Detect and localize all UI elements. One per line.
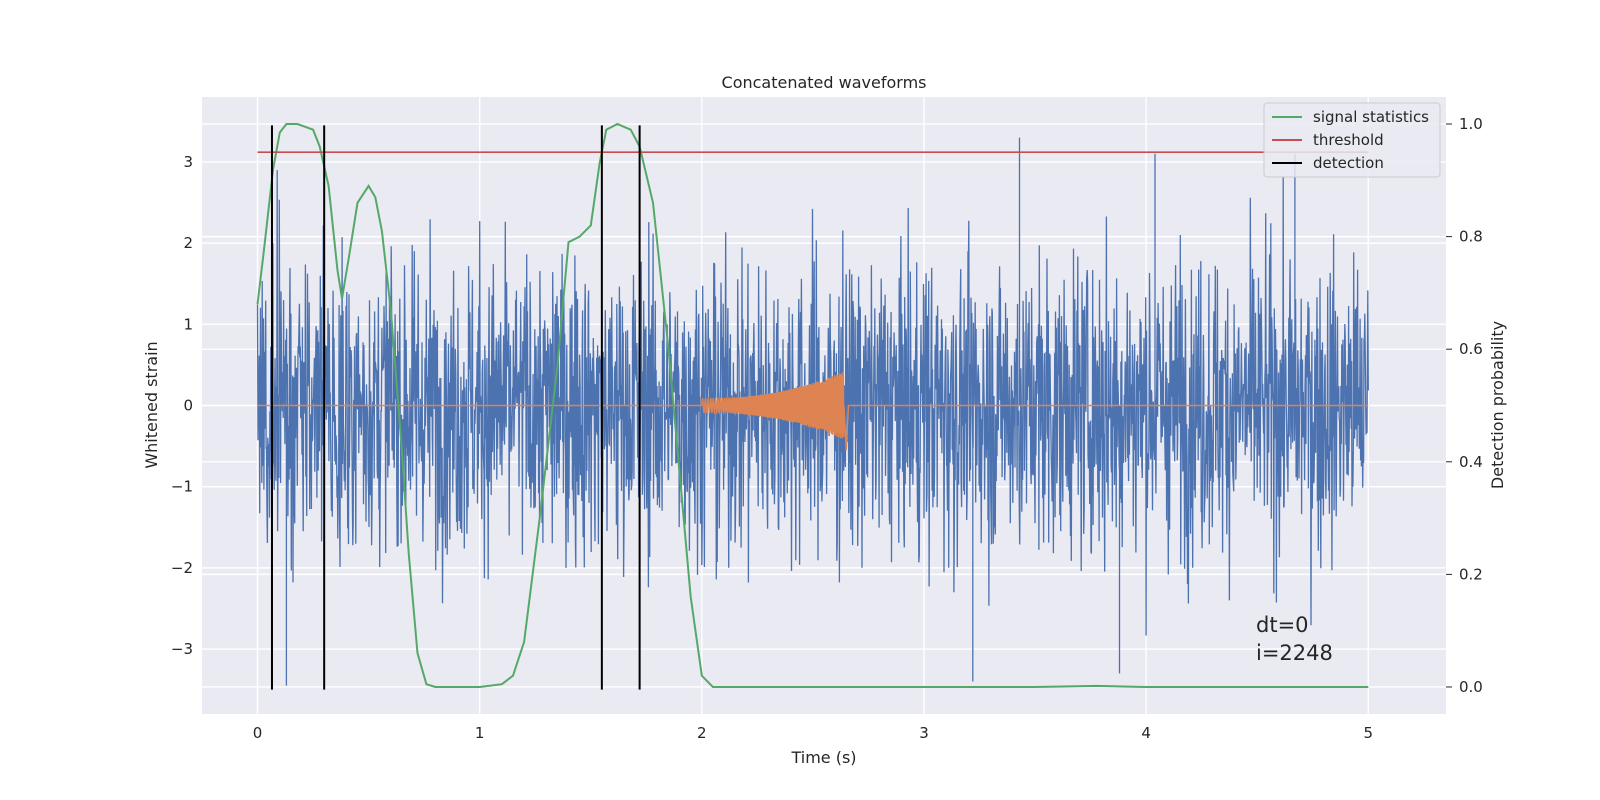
y-axis-label: Whitened strain [142, 341, 161, 468]
y2-tick-label: 0.8 [1459, 228, 1483, 246]
annotation-dt: dt=0 [1256, 613, 1309, 637]
x-tick-label: 4 [1141, 724, 1151, 742]
y2-tick-label: 0.2 [1459, 565, 1483, 583]
legend-box [1263, 102, 1441, 178]
legend-label-detection: detection [1313, 154, 1384, 172]
annotation-i: i=2248 [1256, 641, 1333, 665]
y-tick-label: 3 [183, 153, 193, 171]
y-tick-label: 1 [183, 315, 193, 333]
y-tick-label: −3 [171, 640, 193, 658]
legend-label-signal-statistics: signal statistics [1313, 108, 1429, 126]
y-tick-label: 0 [183, 397, 193, 415]
y-tick-label: 2 [183, 234, 193, 252]
y2-tick-label: 1.0 [1459, 115, 1483, 133]
y2-tick-label: 0.6 [1459, 340, 1483, 358]
y-tick-label: −2 [171, 559, 193, 577]
series-injected-waveform [257, 371, 1369, 451]
y2-tick-label: 0.4 [1459, 453, 1483, 471]
y2-axis-label: Detection probability [1488, 321, 1507, 489]
legend: signal statistics threshold detection [1263, 102, 1441, 178]
x-tick-label: 0 [253, 724, 263, 742]
y2-tick-label: 0.0 [1459, 678, 1483, 696]
x-tick-label: 5 [1363, 724, 1373, 742]
legend-label-threshold: threshold [1313, 131, 1384, 149]
chart-title: Concatenated waveforms [722, 73, 927, 92]
y-tick-label: −1 [171, 478, 193, 496]
x-tick-label: 3 [919, 724, 929, 742]
x-tick-label: 1 [475, 724, 485, 742]
x-tick-label: 2 [697, 724, 707, 742]
x-axis-label: Time (s) [790, 748, 856, 767]
ticks: 0 1 2 3 4 5 −3 −2 −1 0 1 2 3 0.0 0.2 0.4 0.6 0.8 1.0 [171, 115, 1483, 742]
series-whitened-strain [256, 137, 1369, 686]
